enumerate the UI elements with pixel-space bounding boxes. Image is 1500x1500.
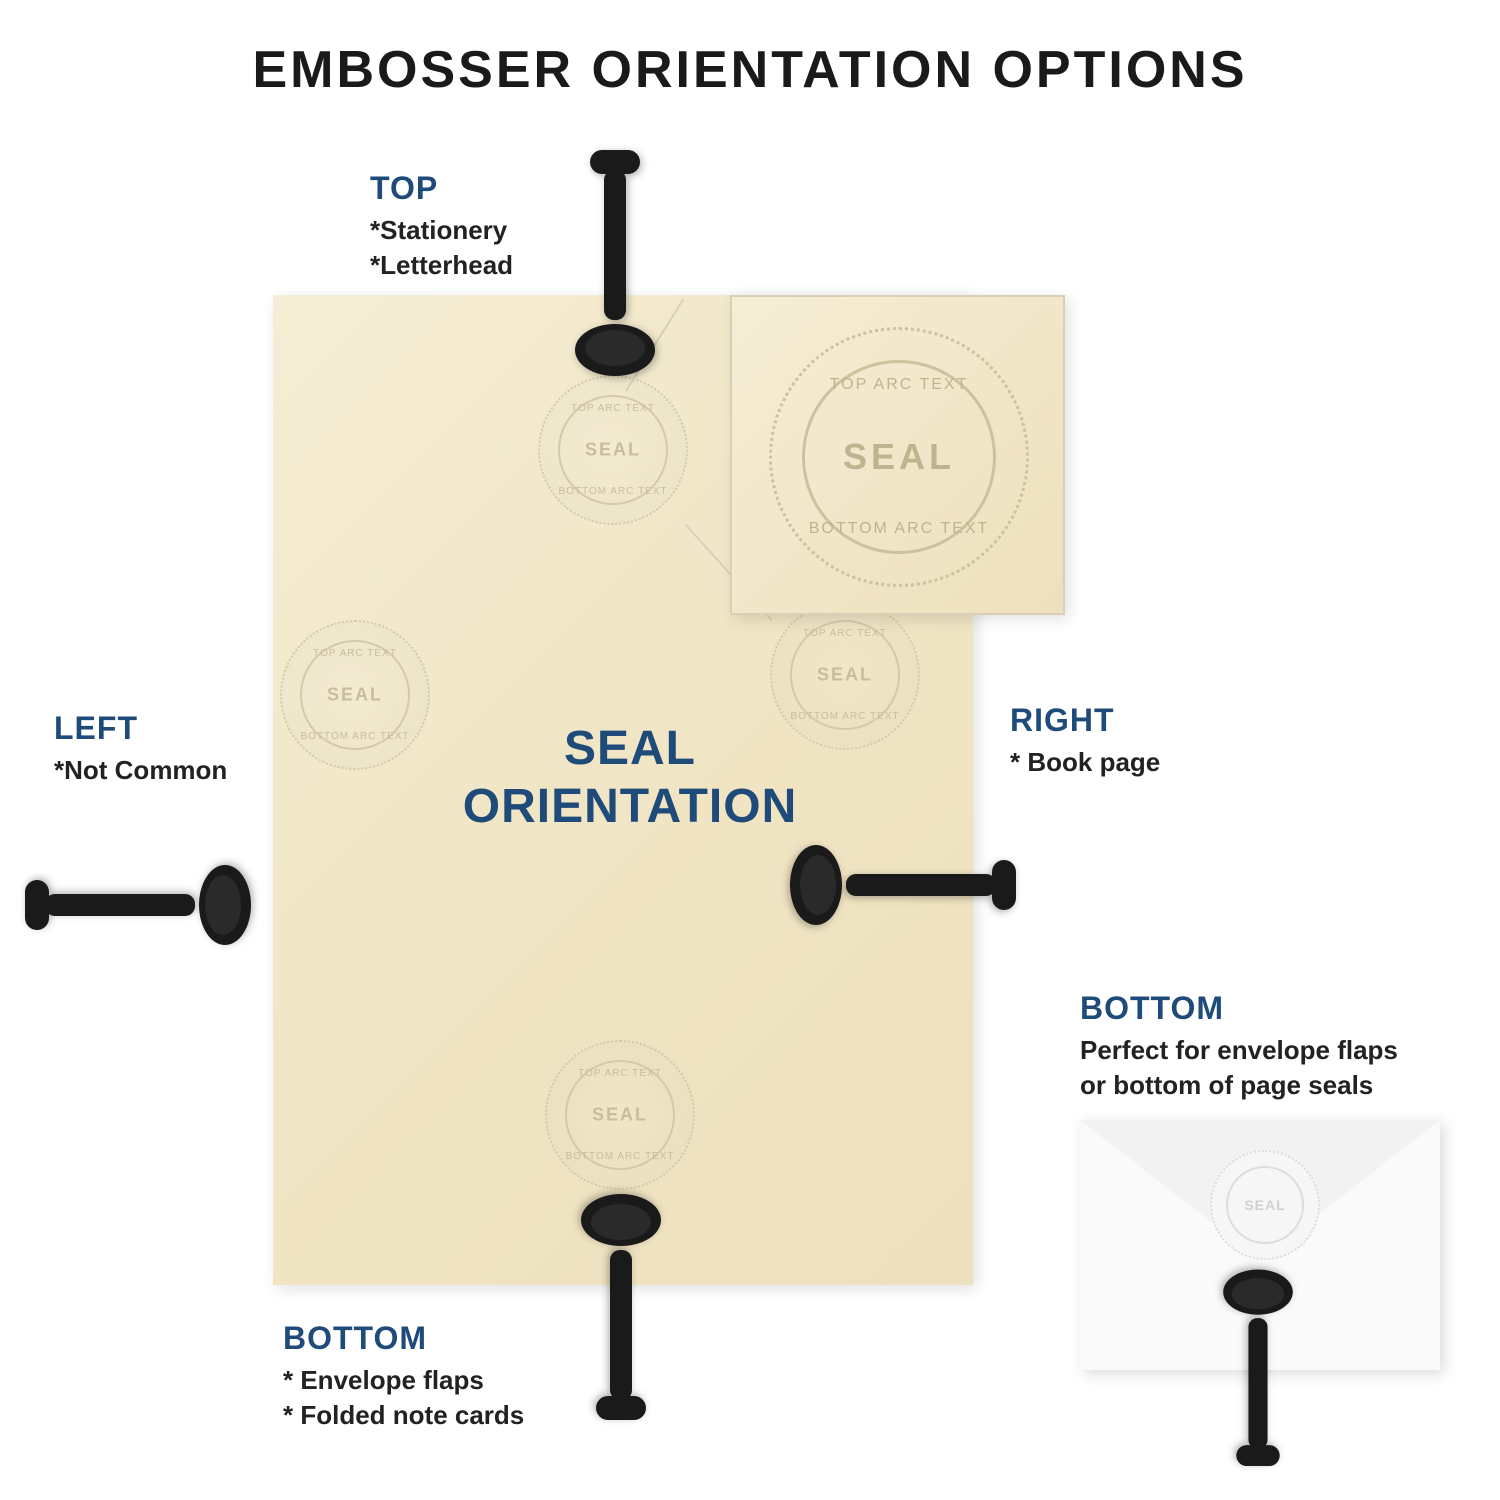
label-line: *Stationery [370, 213, 513, 248]
envelope-seal: SEAL [1210, 1150, 1320, 1260]
label-title: BOTTOM [283, 1320, 524, 1357]
seal-arc-top: TOP ARC TEXT [282, 648, 428, 659]
label-bottom: BOTTOM * Envelope flaps * Folded note ca… [283, 1320, 524, 1433]
label-title: TOP [370, 170, 513, 207]
embosser-envelope [1218, 1266, 1298, 1466]
zoom-seal-text: SEAL [843, 436, 955, 478]
seal-arc-bottom: BOTTOM ARC TEXT [282, 731, 428, 742]
embosser-left [25, 860, 255, 950]
zoom-detail-box: TOP ARC TEXT SEAL BOTTOM ARC TEXT [730, 295, 1065, 615]
seal-arc-bottom: BOTTOM ARC TEXT [540, 486, 686, 497]
seal-bottom: TOP ARC TEXT SEAL BOTTOM ARC TEXT [545, 1040, 695, 1190]
seal-arc-bottom: BOTTOM ARC TEXT [547, 1151, 693, 1162]
page-title: EMBOSSER ORIENTATION OPTIONS [0, 40, 1500, 100]
envelope-seal-text: SEAL [1244, 1197, 1285, 1213]
label-top: TOP *Stationery *Letterhead [370, 170, 513, 283]
label-envelope: BOTTOM Perfect for envelope flaps or bot… [1080, 990, 1480, 1103]
label-line: * Folded note cards [283, 1398, 524, 1433]
label-left: LEFT *Not Common [54, 710, 227, 788]
embosser-right [786, 840, 1016, 930]
label-title: RIGHT [1010, 702, 1160, 739]
seal-left: TOP ARC TEXT SEAL BOTTOM ARC TEXT [280, 620, 430, 770]
label-line: * Envelope flaps [283, 1363, 524, 1398]
seal-arc-top: TOP ARC TEXT [540, 403, 686, 414]
seal-center-text: SEAL [585, 440, 641, 461]
embosser-top [570, 150, 660, 380]
embosser-bottom [576, 1190, 666, 1420]
label-line: or bottom of page seals [1080, 1068, 1480, 1103]
zoom-arc-top: TOP ARC TEXT [772, 376, 1026, 394]
label-title: BOTTOM [1080, 990, 1480, 1027]
zoom-arc-bottom: BOTTOM ARC TEXT [772, 520, 1026, 538]
seal-center-text: SEAL [817, 665, 873, 686]
label-line: *Not Common [54, 753, 227, 788]
label-right: RIGHT * Book page [1010, 702, 1160, 780]
label-line: *Letterhead [370, 248, 513, 283]
seal-top: TOP ARC TEXT SEAL BOTTOM ARC TEXT [538, 375, 688, 525]
label-title: LEFT [54, 710, 227, 747]
seal-center-text: SEAL [592, 1105, 648, 1126]
zoom-seal: TOP ARC TEXT SEAL BOTTOM ARC TEXT [769, 327, 1029, 587]
label-line: * Book page [1010, 745, 1160, 780]
seal-center-text: SEAL [327, 685, 383, 706]
label-line: Perfect for envelope flaps [1080, 1033, 1480, 1068]
seal-arc-top: TOP ARC TEXT [772, 628, 918, 639]
center-label: SEALORIENTATION [410, 720, 850, 835]
seal-arc-top: TOP ARC TEXT [547, 1068, 693, 1079]
